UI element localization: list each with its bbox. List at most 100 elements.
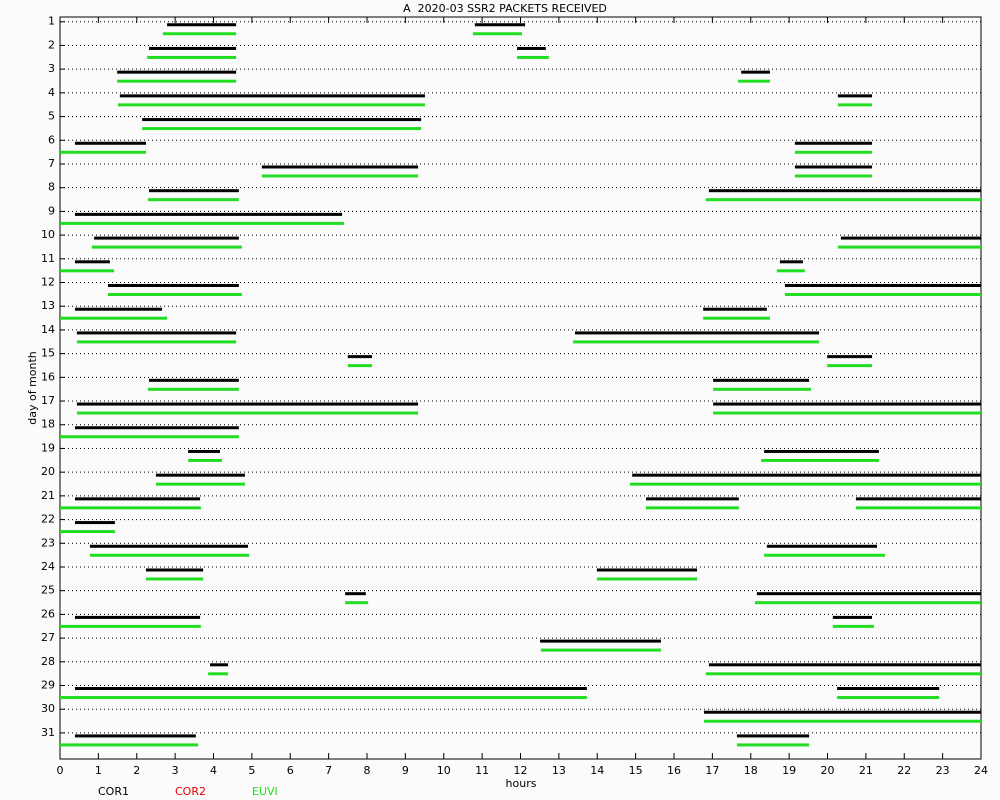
y-tick-label: 16: [41, 370, 55, 383]
y-tick-label: 17: [41, 394, 55, 407]
range-bar: [517, 46, 546, 50]
range-bar: [74, 734, 196, 738]
y-tick-label: 29: [41, 679, 55, 692]
y-tick-label: 6: [48, 133, 55, 146]
x-tick-label: 17: [705, 764, 719, 777]
range-bar: [188, 458, 222, 462]
range-bar: [713, 411, 981, 415]
y-tick-label: 5: [48, 110, 55, 123]
x-tick-label: 11: [475, 764, 489, 777]
range-bar: [147, 55, 237, 59]
range-bar: [117, 103, 425, 107]
range-bar: [60, 743, 199, 747]
range-bar: [60, 530, 115, 534]
range-bar: [517, 55, 549, 59]
range-bar: [155, 473, 245, 477]
range-bar: [91, 245, 242, 249]
x-tick-label: 0: [57, 764, 64, 777]
range-bar: [837, 245, 981, 249]
range-bar: [705, 198, 981, 202]
range-bar: [162, 32, 237, 36]
range-bar: [210, 663, 229, 667]
range-bar: [261, 165, 419, 169]
range-bar: [345, 601, 369, 605]
range-bar: [261, 174, 419, 178]
range-bar: [149, 189, 239, 193]
x-tick-label: 1: [95, 764, 102, 777]
legend-label: EUVI: [252, 785, 278, 798]
x-tick-label: 4: [210, 764, 217, 777]
range-bar: [764, 553, 886, 557]
range-bar: [703, 710, 981, 714]
range-bar: [708, 189, 981, 193]
range-bar: [764, 449, 879, 453]
range-bar: [149, 378, 239, 382]
range-bar: [705, 672, 981, 676]
range-bar: [837, 687, 940, 691]
range-bar: [76, 411, 419, 415]
y-tick-label: 20: [41, 465, 55, 478]
y-tick-label: 13: [41, 299, 55, 312]
legend-label: COR1: [98, 785, 129, 798]
range-bar: [540, 648, 661, 652]
range-bar: [76, 402, 419, 406]
range-bar: [89, 553, 250, 557]
x-tick-label: 6: [287, 764, 294, 777]
y-tick-label: 14: [41, 323, 55, 336]
range-bar: [713, 402, 981, 406]
y-tick-label: 7: [48, 157, 55, 170]
range-bar: [832, 615, 873, 619]
y-tick-label: 4: [48, 86, 55, 99]
range-bar: [645, 497, 739, 501]
range-bar: [472, 32, 523, 36]
range-bar: [736, 734, 810, 738]
x-tick-label: 22: [897, 764, 911, 777]
x-tick-label: 24: [974, 764, 988, 777]
range-bar: [60, 696, 587, 700]
range-bar: [736, 743, 810, 747]
y-tick-label: 30: [41, 702, 55, 715]
range-bar: [596, 568, 698, 572]
range-bar: [832, 624, 874, 628]
range-bar: [756, 592, 981, 596]
range-bar: [703, 316, 770, 320]
range-bar: [837, 696, 940, 700]
range-bar: [629, 482, 981, 486]
range-bar: [74, 497, 201, 501]
range-bar: [794, 174, 873, 178]
range-bar: [107, 293, 242, 297]
range-bar: [632, 473, 981, 477]
range-bar: [574, 331, 820, 335]
range-bar: [74, 141, 146, 145]
range-bar: [827, 355, 873, 359]
range-bar: [347, 364, 372, 368]
range-bar: [784, 284, 981, 288]
range-bar: [794, 141, 873, 145]
range-bar: [188, 449, 221, 453]
x-tick-label: 16: [667, 764, 681, 777]
y-tick-label: 12: [41, 276, 55, 289]
range-bar: [119, 94, 425, 98]
y-tick-label: 3: [48, 62, 55, 75]
range-bar: [74, 687, 587, 691]
range-bar: [794, 150, 873, 154]
range-bar: [345, 592, 366, 596]
range-bar: [89, 544, 249, 548]
range-bar: [840, 236, 981, 240]
range-bar: [703, 307, 767, 311]
range-bar: [776, 269, 805, 273]
x-tick-label: 19: [782, 764, 796, 777]
range-bar: [147, 387, 239, 391]
range-bar: [117, 79, 237, 83]
range-bar: [107, 284, 239, 288]
range-bar: [794, 165, 873, 169]
y-tick-label: 28: [41, 655, 55, 668]
range-bar: [779, 260, 803, 264]
chart-title: A 2020-03 SSR2 PACKETS RECEIVED: [403, 2, 607, 15]
legend-label: COR2: [175, 785, 206, 798]
range-bar: [855, 497, 981, 501]
y-tick-label: 25: [41, 584, 55, 597]
range-bar: [74, 521, 115, 525]
y-tick-label: 22: [41, 513, 55, 526]
